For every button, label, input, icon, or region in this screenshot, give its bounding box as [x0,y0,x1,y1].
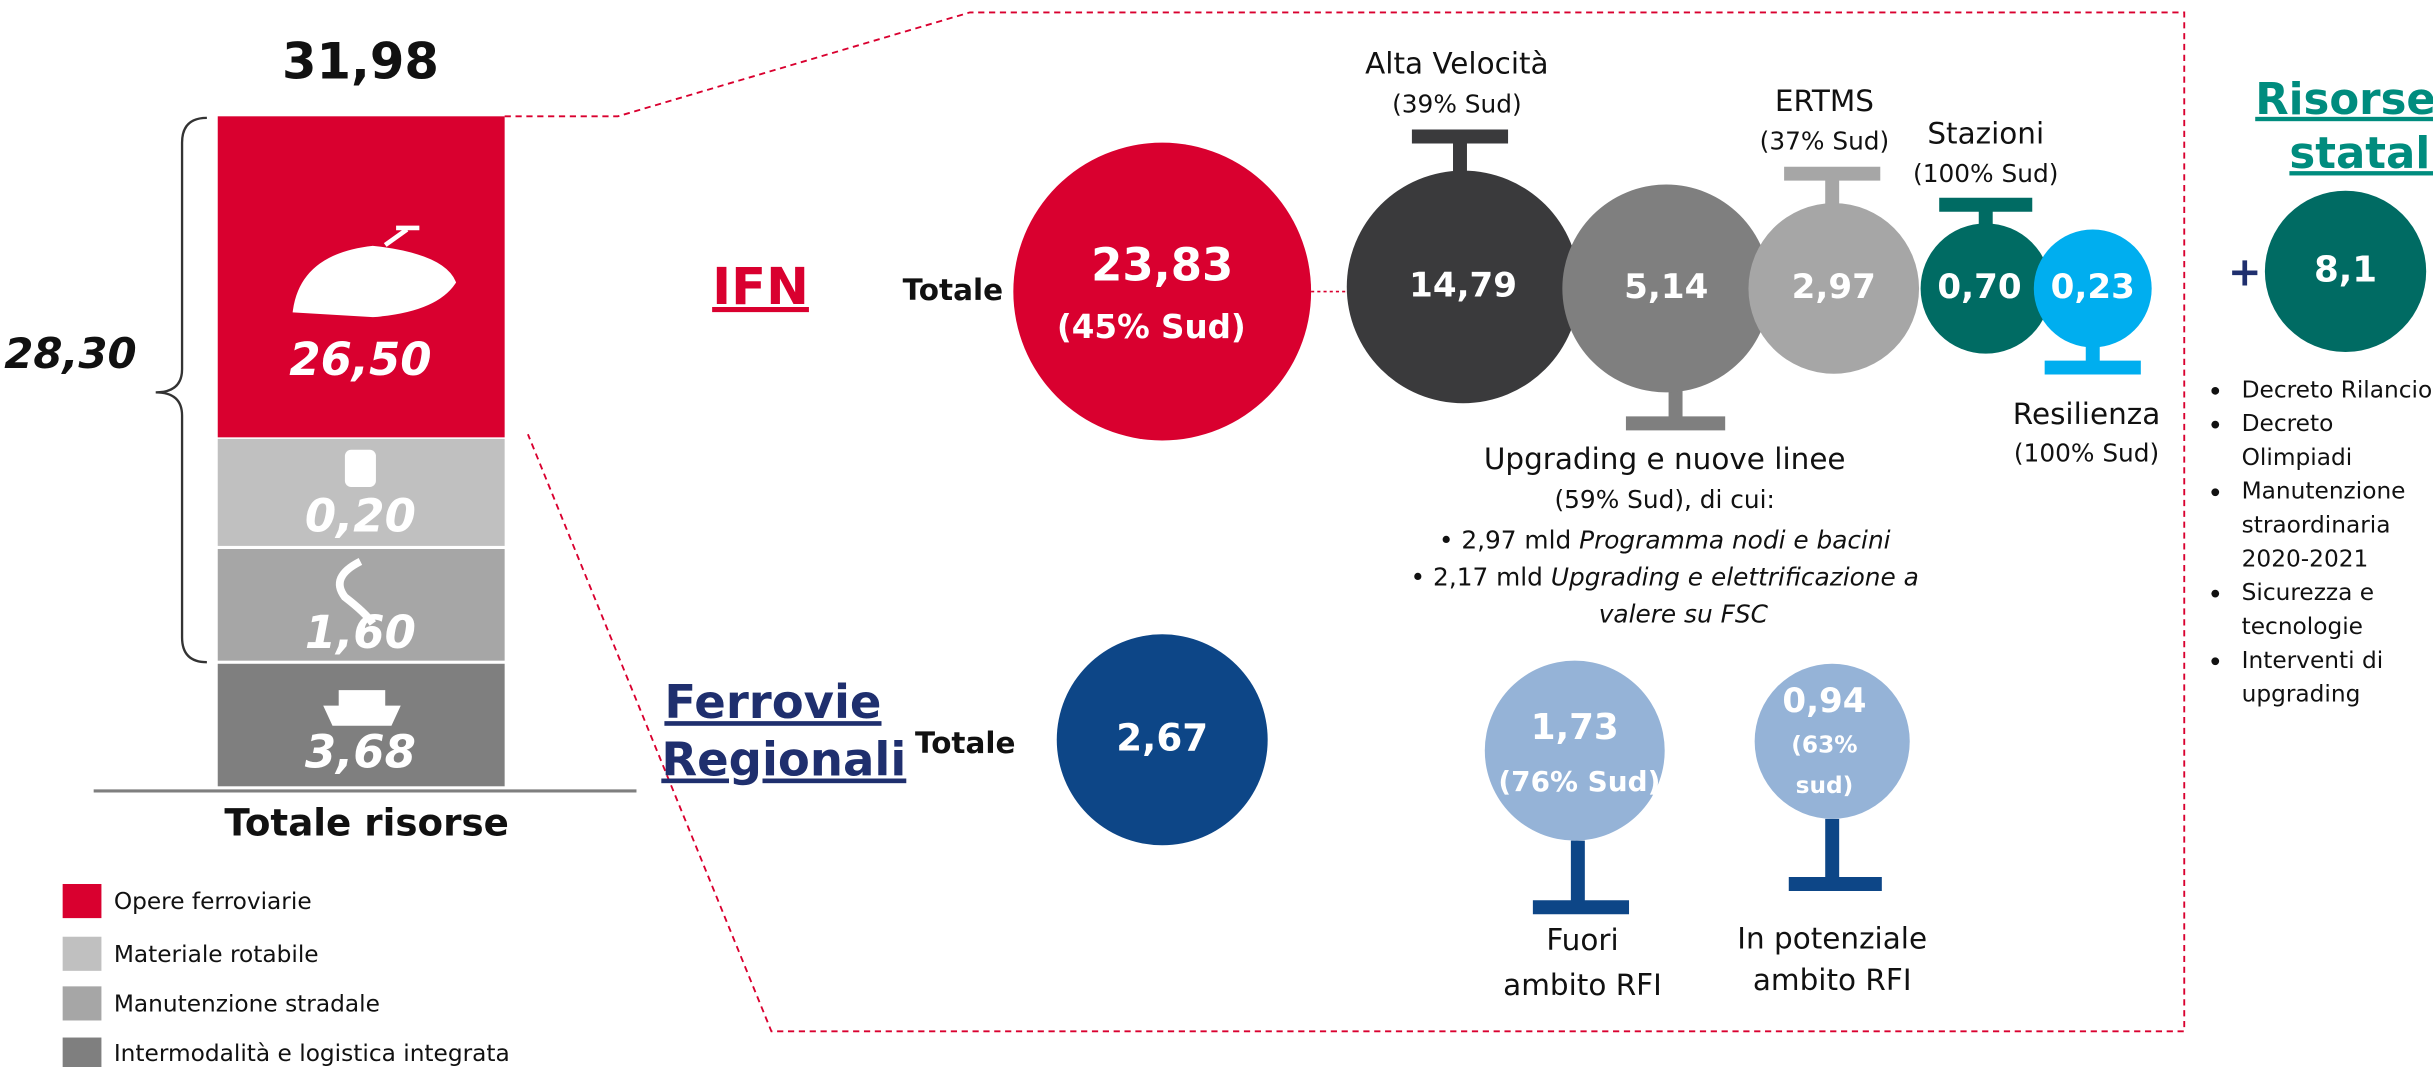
item-name: ambito RFI [1503,968,1662,1002]
state-list: Decreto Rilancio Decreto Olimpiadi Manutenz… [2211,376,2433,708]
ship-icon [323,690,401,726]
bubble-value: 5,14 [1624,267,1708,307]
bubble-value: 2,67 [1116,715,1208,759]
detail-text: Programma nodi e bacini [1579,525,1891,554]
bubble [1754,663,1910,819]
state-item: Olimpiadi [2242,444,2353,471]
segment-label: 1,60 [305,606,416,659]
item-note: (100% Sud) [1913,159,2058,188]
bubble-value: 8,1 [2314,249,2377,290]
rail-icon [344,449,376,487]
item-note: (100% Sud) [2014,438,2159,467]
item-name: Stazioni [1927,116,2044,150]
legend-label: Materiale rotabile [114,941,319,968]
ifn-title: IFN [712,258,809,317]
bubble-note: (76% Sud) [1498,765,1660,798]
bubble-value: 23,83 [1091,238,1233,291]
legend-swatch [62,883,102,919]
item-note: (59% Sud), di cui: [1554,485,1774,514]
bubble [2033,229,2152,348]
state-title: statali [2289,129,2433,179]
bubble-value: 0,70 [1937,267,2021,307]
pin [1784,166,1881,207]
bullet [2211,589,2220,598]
pin [1625,387,1726,431]
bullet [2211,386,2220,395]
bubble [1920,223,2051,354]
item-name: Fuori [1546,923,1618,957]
detail-text: Upgrading e elettrificazione a [1551,562,1919,591]
segment-label: 26,50 [289,333,431,386]
bubble [1013,142,1312,441]
pin [2044,344,2141,375]
pin [1532,840,1630,915]
bubble [1484,660,1665,841]
total-label: Totale [903,273,1003,307]
item-name: Alta Velocità [1365,47,1548,81]
bubble [1346,170,1580,404]
segment [217,549,505,661]
legend-swatch [62,1037,102,1071]
state-title: Risorse [2255,75,2433,125]
bubble-value: 1,73 [1531,707,1619,748]
segment-label: 0,20 [305,490,416,543]
item-name: ERTMS [1775,84,1874,118]
item-name: Upgrading e nuove linee [1484,442,1846,476]
bullet [2211,420,2220,429]
bracket-value: 28,30 [4,329,136,378]
bubble-note: sud) [1796,772,1854,799]
bullet [2211,488,2220,497]
train-icon [292,225,457,318]
regional-title: Regionali [661,733,906,787]
legend-label: Opere ferroviarie [114,888,312,915]
item-note: (39% Sud) [1392,89,1522,118]
state-item: upgrading [2242,681,2361,708]
item-name: ambito RFI [1753,963,1912,997]
detail-amount: 2,17 mld [1433,562,1543,591]
legend-swatch [62,936,102,971]
bubble-value: 0,23 [2051,267,2135,307]
detail-amount: 2,97 mld [1461,525,1571,554]
segment-label: 3,68 [305,725,416,778]
stack-total: 31,98 [282,33,439,91]
bubble-note: (63% [1791,731,1857,758]
state-item: 2020-2021 [2242,545,2369,572]
plus: + [2228,249,2262,296]
bullet [2211,657,2220,666]
bubble-note: (45% Sud) [1057,308,1246,346]
item-name: In potenziale [1737,921,1927,955]
bubble [1748,203,1920,374]
legend-label: Intermodalità e logistica integrata [114,1040,510,1067]
pin [1788,818,1882,891]
state-item: Decreto [2242,410,2334,437]
bubble [2264,190,2427,353]
state-item: Sicurezza e [2242,579,2374,606]
bubble [1056,634,1268,846]
pin [1411,129,1509,174]
pin [1939,197,2033,227]
item-note: (37% Sud) [1760,127,1890,156]
item-name: Resilienza [2013,397,2160,431]
bubble-value: 2,97 [1792,267,1876,307]
detail-text: valere su FSC [1599,600,1769,629]
state-item: tecnologie [2242,613,2363,640]
road-icon [335,557,376,626]
regional-title: Ferrovie [664,675,881,729]
bubble-value: 14,79 [1409,265,1517,305]
state-item: Manutenzione [2242,478,2406,505]
state-item: Interventi di [2242,647,2384,674]
state-item: Decreto Rilancio [2242,376,2433,403]
legend-label: Manutenzione stradale [114,990,380,1017]
total-label: Totale [915,726,1015,760]
zoom-frame [504,11,2186,1033]
detail: • 2,97 mld Programma nodi e bacini [1439,525,1891,554]
bubble [1562,184,1771,393]
detail: • 2,17 mld Upgrading e elettrificazione … [1411,562,1919,591]
legend-swatch [62,986,102,1021]
bracket [155,116,207,664]
bubble-value: 0,94 [1782,681,1866,721]
state-item: straordinaria [2242,512,2391,539]
stack-caption: Totale risorse [224,801,508,845]
